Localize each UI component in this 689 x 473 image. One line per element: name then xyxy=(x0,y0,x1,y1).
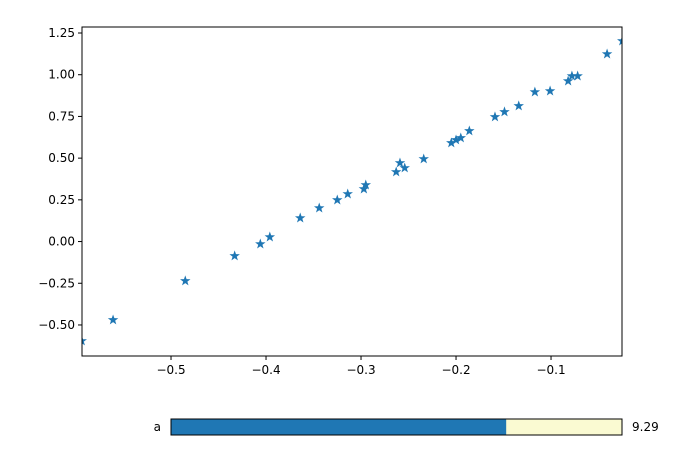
x-tick-label: −0.5 xyxy=(156,363,185,377)
y-tick-label: 0.00 xyxy=(48,235,75,249)
data-point xyxy=(360,179,372,190)
data-point xyxy=(332,194,343,205)
data-point xyxy=(394,157,406,168)
data-point xyxy=(399,162,410,173)
plot-area xyxy=(82,36,622,346)
y-tick-label: 0.25 xyxy=(48,193,75,207)
data-point xyxy=(313,202,325,213)
y-tick-label: 0.75 xyxy=(48,109,75,123)
data-point xyxy=(455,132,467,143)
data-point xyxy=(82,336,87,346)
slider-label: a xyxy=(154,420,161,434)
data-point xyxy=(180,275,191,286)
data-point xyxy=(617,36,622,46)
y-tick-label: 0.50 xyxy=(48,151,75,165)
data-point xyxy=(229,250,240,261)
data-point xyxy=(255,238,266,249)
y-tick-label: 1.25 xyxy=(48,26,75,40)
data-point xyxy=(294,212,306,223)
data-point xyxy=(107,314,119,325)
data-point xyxy=(342,188,353,199)
x-tick-label: −0.1 xyxy=(536,363,565,377)
data-point xyxy=(390,166,402,177)
data-point xyxy=(513,100,524,111)
y-tick-label: −0.50 xyxy=(38,318,75,332)
data-point xyxy=(601,48,613,59)
x-tick-label: −0.3 xyxy=(346,363,375,377)
x-tick-label: −0.2 xyxy=(441,363,470,377)
data-point xyxy=(544,85,556,96)
y-tick-label: 1.00 xyxy=(48,68,75,82)
data-point xyxy=(529,86,541,97)
slider-value: 9.29 xyxy=(632,420,659,434)
data-point xyxy=(499,106,510,117)
data-point xyxy=(464,125,475,136)
axes-frame xyxy=(81,26,623,357)
data-point xyxy=(446,137,457,148)
slider-border xyxy=(170,418,623,436)
data-point xyxy=(562,75,574,86)
data-point xyxy=(264,231,276,242)
x-tick-label: −0.4 xyxy=(251,363,280,377)
slider-fill[interactable] xyxy=(171,419,507,435)
data-point xyxy=(418,153,429,164)
data-point xyxy=(566,70,578,81)
y-tick-label: −0.25 xyxy=(38,276,75,290)
data-point xyxy=(489,111,501,122)
data-point xyxy=(450,134,462,145)
data-point xyxy=(572,70,583,81)
